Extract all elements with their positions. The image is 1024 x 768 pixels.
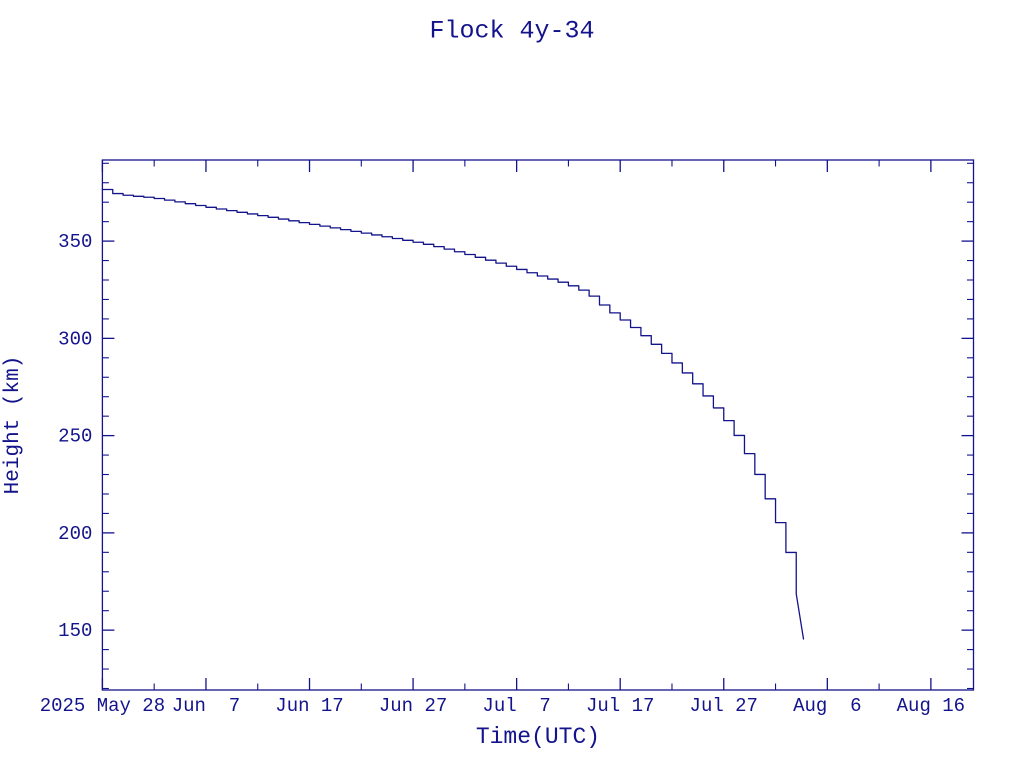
svg-text:Time(UTC): Time(UTC)	[476, 724, 600, 750]
svg-text:2025 May 28: 2025 May 28	[40, 695, 165, 717]
svg-text:Jun 7: Jun 7	[172, 695, 240, 717]
svg-text:Jul 27: Jul 27	[690, 695, 758, 717]
svg-text:Jun 17: Jun 17	[275, 695, 343, 717]
svg-text:Aug 6: Aug 6	[793, 695, 861, 717]
svg-text:Height (km): Height (km)	[2, 356, 25, 495]
svg-text:Flock 4y-34: Flock 4y-34	[429, 17, 594, 46]
svg-text:150: 150	[58, 620, 92, 642]
svg-text:350: 350	[58, 231, 92, 253]
svg-text:Jun 27: Jun 27	[379, 695, 447, 717]
svg-text:Jul 7: Jul 7	[482, 695, 550, 717]
svg-text:200: 200	[58, 523, 92, 545]
svg-text:300: 300	[58, 328, 92, 350]
svg-text:Jul 17: Jul 17	[586, 695, 654, 717]
svg-text:250: 250	[58, 426, 92, 448]
svg-text:Aug 16: Aug 16	[897, 695, 965, 717]
